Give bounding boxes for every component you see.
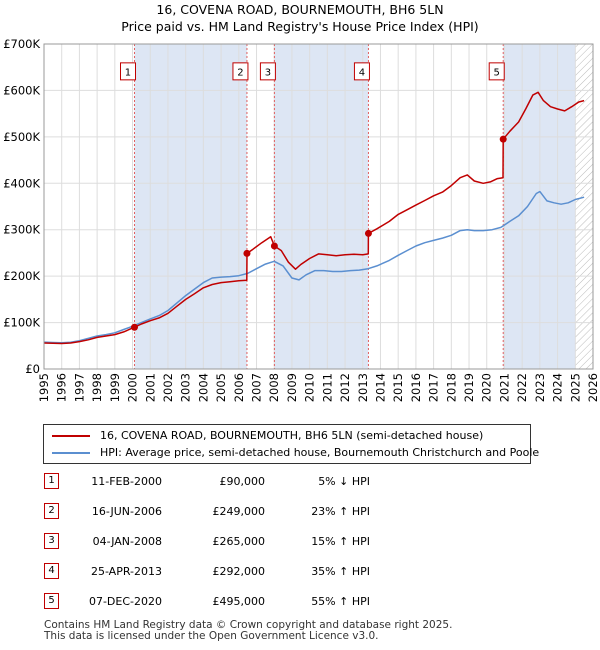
- footer-credits: Contains HM Land Registry data © Crown c…: [44, 620, 452, 642]
- x-tick-label: 2002: [161, 373, 175, 402]
- sale-marker-box: [488, 62, 505, 81]
- ownership-period-band: [503, 44, 576, 369]
- transaction-price: £90,000: [219, 475, 266, 488]
- x-tick-label: 2024: [551, 373, 565, 402]
- x-tick-label: 2011: [320, 373, 334, 402]
- transaction-hpi-change: 55% ↑ HPI: [311, 595, 370, 608]
- y-tick-label: £100K: [3, 316, 40, 330]
- sale-marker-box: [259, 62, 276, 81]
- x-tick-label: 2010: [303, 373, 317, 402]
- sale-point: [130, 323, 138, 331]
- y-tick-label: £500K: [3, 130, 40, 144]
- y-tick-label: £600K: [3, 83, 40, 97]
- transaction-hpi-change: 35% ↑ HPI: [311, 565, 370, 578]
- chart-legend: 16, COVENA ROAD, BOURNEMOUTH, BH6 5LN (s…: [43, 424, 539, 464]
- x-tick-label: 2005: [214, 373, 228, 402]
- x-tick-label: 1997: [72, 373, 86, 402]
- sale-point: [243, 249, 251, 257]
- x-tick-label: 2007: [250, 373, 264, 402]
- x-tick-label: 2006: [232, 373, 246, 402]
- x-tick-label: 2023: [533, 373, 547, 402]
- legend-swatch-property: [52, 435, 90, 437]
- transaction-number-badge: 2: [44, 503, 59, 519]
- x-tick-label: 2000: [126, 373, 140, 402]
- transaction-date: 07-DEC-2020: [88, 595, 162, 608]
- y-tick-label: £0: [25, 362, 40, 376]
- sale-marker-label: 4: [359, 67, 365, 78]
- x-tick-label: 2004: [196, 373, 210, 402]
- transaction-number-badge: 4: [44, 563, 59, 579]
- x-tick-label: 2021: [497, 373, 511, 402]
- table-row: 4 25-APR-2013 £292,000 35% ↑ HPI: [0, 562, 600, 582]
- table-row: 2 16-JUN-2006 £249,000 23% ↑ HPI: [0, 502, 600, 522]
- y-tick-label: £300K: [3, 223, 40, 237]
- transaction-price: £495,000: [212, 595, 266, 608]
- sale-marker-label: 3: [265, 67, 271, 78]
- x-tick-label: 2014: [373, 373, 387, 402]
- x-tick-label: 2017: [427, 373, 441, 402]
- x-tick-label: 1998: [90, 373, 104, 402]
- y-tick-label: £700K: [3, 37, 40, 51]
- hpi-series-line: [43, 190, 585, 344]
- legend-label-hpi: HPI: Average price, semi-detached house,…: [100, 446, 540, 459]
- x-tick-label: 2013: [356, 373, 370, 402]
- forecast-hatch-region: [575, 44, 593, 369]
- x-tick-label: 2009: [285, 373, 299, 402]
- transaction-price: £265,000: [212, 535, 266, 548]
- x-tick-label: 2022: [515, 373, 529, 402]
- transaction-price: £292,000: [212, 565, 266, 578]
- x-tick-label: 2025: [568, 373, 582, 402]
- sale-point: [270, 242, 278, 250]
- table-row: 3 04-JAN-2008 £265,000 15% ↑ HPI: [0, 532, 600, 552]
- sale-marker-box: [353, 62, 370, 81]
- sale-marker-label: 1: [125, 67, 131, 78]
- x-tick-label: 1995: [37, 373, 51, 402]
- transaction-date: 04-JAN-2008: [92, 535, 162, 548]
- x-tick-label: 1996: [55, 373, 69, 402]
- x-tick-label: 2016: [409, 373, 423, 402]
- x-tick-label: 2001: [143, 373, 157, 402]
- x-tick-label: 2019: [462, 373, 476, 402]
- chart-title: 16, COVENA ROAD, BOURNEMOUTH, BH6 5LN: [156, 2, 444, 17]
- chart-subtitle: Price paid vs. HM Land Registry's House …: [121, 19, 479, 34]
- x-tick-label: 2018: [444, 373, 458, 402]
- transaction-date: 25-APR-2013: [90, 565, 162, 578]
- sale-marker-box: [119, 62, 136, 81]
- transaction-hpi-change: 23% ↑ HPI: [311, 505, 370, 518]
- x-tick-label: 2015: [391, 373, 405, 402]
- x-tick-label: 2012: [338, 373, 352, 402]
- x-tick-label: 1999: [108, 373, 122, 402]
- sale-point: [364, 229, 372, 237]
- footer-licence: This data is licensed under the Open Gov…: [44, 630, 379, 642]
- transaction-number-badge: 5: [44, 593, 59, 609]
- ownership-period-band: [274, 44, 369, 369]
- sale-point: [499, 135, 507, 143]
- transaction-number-badge: 3: [44, 533, 59, 549]
- sale-marker-label: 5: [494, 67, 500, 78]
- transaction-hpi-change: 5% ↓ HPI: [318, 475, 370, 488]
- footer-copyright: Contains HM Land Registry data © Crown c…: [44, 619, 453, 631]
- x-tick-label: 2026: [586, 373, 600, 402]
- legend-label-property: 16, COVENA ROAD, BOURNEMOUTH, BH6 5LN (s…: [100, 429, 484, 442]
- x-tick-label: 2003: [179, 373, 193, 402]
- transaction-hpi-change: 15% ↑ HPI: [311, 535, 370, 548]
- transaction-price: £249,000: [212, 505, 266, 518]
- table-row: 1 11-FEB-2000 £90,000 5% ↓ HPI: [0, 472, 600, 492]
- sale-marker-box: [232, 62, 249, 81]
- table-row: 5 07-DEC-2020 £495,000 55% ↑ HPI: [0, 592, 600, 612]
- plot-frame: [43, 43, 594, 370]
- sale-marker-label: 2: [237, 67, 243, 78]
- ownership-period-band: [134, 44, 247, 369]
- price-chart: 1 2 3 4 5 £0 £100K £200K £300K £400K £500K £600K £7…: [3, 37, 600, 402]
- y-tick-label: £400K: [3, 176, 40, 190]
- transaction-date: 16-JUN-2006: [91, 505, 162, 518]
- transaction-number-badge: 1: [44, 473, 59, 489]
- y-tick-label: £200K: [3, 269, 40, 283]
- legend-swatch-hpi: [52, 452, 90, 454]
- x-tick-label: 2008: [267, 373, 281, 402]
- x-tick-label: 2020: [480, 373, 494, 402]
- transaction-date: 11-FEB-2000: [91, 475, 162, 488]
